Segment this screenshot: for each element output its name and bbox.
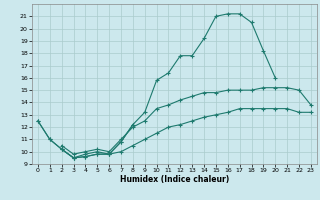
- X-axis label: Humidex (Indice chaleur): Humidex (Indice chaleur): [120, 175, 229, 184]
